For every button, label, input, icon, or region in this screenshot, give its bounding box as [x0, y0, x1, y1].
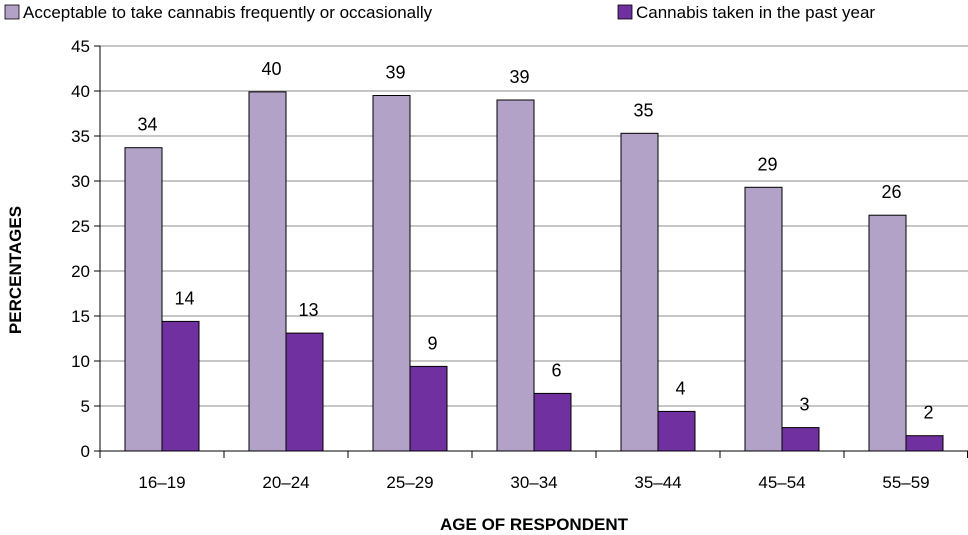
legend-swatch-acceptable [4, 4, 20, 20]
x-tick-label: 35–44 [634, 473, 681, 492]
y-tick-label: 45 [71, 37, 90, 56]
data-label: 3 [799, 395, 809, 415]
y-tick-label: 30 [71, 172, 90, 191]
y-tick-label: 15 [71, 307, 90, 326]
x-tick-label: 20–24 [262, 473, 309, 492]
bar-acceptable [248, 91, 287, 452]
bar-past-year [905, 435, 944, 452]
data-labels: 34 14 40 13 39 9 39 6 35 4 29 3 26 2 [137, 59, 933, 423]
data-label: 29 [757, 154, 777, 174]
bar-acceptable [620, 132, 659, 452]
bar-past-year [533, 392, 572, 452]
bar-past-year [285, 332, 324, 452]
y-tick-label: 5 [81, 397, 90, 416]
data-label: 34 [137, 115, 157, 135]
bar-past-year [781, 427, 820, 452]
bar-acceptable [744, 186, 783, 452]
x-tick-label: 25–29 [386, 473, 433, 492]
data-label: 40 [261, 59, 281, 79]
bars [124, 91, 944, 452]
bar-acceptable [496, 99, 535, 452]
data-label: 39 [385, 63, 405, 83]
y-tick-label: 25 [71, 217, 90, 236]
bar-acceptable [372, 95, 411, 452]
bar-past-year [657, 410, 696, 452]
y-tick-label: 0 [81, 442, 90, 461]
y-tick-label: 10 [71, 352, 90, 371]
bar-acceptable [124, 147, 163, 452]
data-label: 13 [298, 300, 318, 320]
data-label: 39 [509, 67, 529, 87]
x-tick-label: 55–59 [882, 473, 929, 492]
data-label: 2 [923, 403, 933, 423]
data-label: 6 [551, 360, 561, 380]
data-label: 26 [881, 182, 901, 202]
bar-acceptable [868, 214, 907, 452]
axes [99, 46, 968, 452]
x-tick-label: 30–34 [510, 473, 557, 492]
y-tick-label: 35 [71, 127, 90, 146]
legend-label-past-year: Cannabis taken in the past year [636, 3, 875, 22]
y-tick-label: 40 [71, 82, 90, 101]
data-label: 35 [633, 100, 653, 120]
x-axis-title: AGE OF RESPONDENT [440, 515, 629, 534]
bar-past-year [409, 365, 448, 452]
x-tick-label: 16–19 [138, 473, 185, 492]
data-label: 9 [427, 333, 437, 353]
y-axis-title: PERCENTAGES [6, 206, 25, 334]
data-label: 4 [675, 378, 685, 398]
legend-label-acceptable: Acceptable to take cannabis frequently o… [23, 3, 433, 22]
bar-past-year [161, 320, 200, 452]
legend: Acceptable to take cannabis frequently o… [4, 3, 875, 22]
x-axis-ticks: 16–19 20–24 25–29 30–34 35–44 45–54 55–59 [99, 451, 968, 492]
y-axis-ticks: 0 5 10 15 20 25 30 35 40 45 [71, 37, 100, 461]
y-tick-label: 20 [71, 262, 90, 281]
legend-swatch-past-year [617, 4, 633, 20]
data-label: 14 [174, 288, 194, 308]
x-tick-label: 45–54 [758, 473, 805, 492]
